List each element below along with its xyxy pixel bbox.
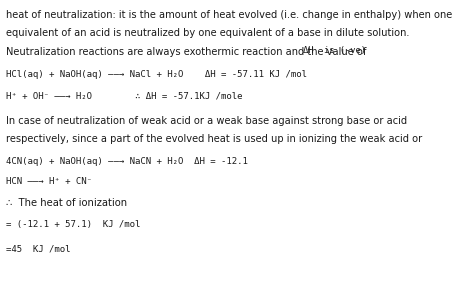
Text: HCN ——→ H⁺ + CN⁻: HCN ——→ H⁺ + CN⁻ (6, 177, 91, 186)
Text: =45  KJ /mol: =45 KJ /mol (6, 244, 70, 253)
Text: In case of neutralization of weak acid or a weak base against strong base or aci: In case of neutralization of weak acid o… (6, 116, 407, 126)
Text: ∴  The heat of ionization: ∴ The heat of ionization (6, 198, 127, 208)
Text: respectively, since a part of the evolved heat is used up in ionizing the weak a: respectively, since a part of the evolve… (6, 134, 422, 144)
Text: equivalent of an acid is neutralized by one equivalent of a base in dilute solut: equivalent of an acid is neutralized by … (6, 28, 409, 38)
Text: = (-12.1 + 57.1)  KJ /mol: = (-12.1 + 57.1) KJ /mol (6, 220, 140, 230)
Text: Neutralization reactions are always exothermic reaction and the value of: Neutralization reactions are always exot… (6, 47, 366, 57)
Text: ΔH  is (-ve): ΔH is (-ve) (303, 46, 366, 55)
Text: HCl(aq) + NaOH(aq) ——→ NaCl + H₂O    ΔH = -57.11 KJ /mol: HCl(aq) + NaOH(aq) ——→ NaCl + H₂O ΔH = -… (6, 70, 307, 79)
Text: heat of neutralization: it is the amount of heat evolved (i.e. change in enthalp: heat of neutralization: it is the amount… (6, 10, 452, 20)
Text: 4CN(aq) + NaOH(aq) ——→ NaCN + H₂O  ΔH = -12.1: 4CN(aq) + NaOH(aq) ——→ NaCN + H₂O ΔH = -… (6, 157, 247, 166)
Text: H⁺ + OH⁻ ——→ H₂O        ∴ ΔH = -57.1KJ /mole: H⁺ + OH⁻ ——→ H₂O ∴ ΔH = -57.1KJ /mole (6, 91, 242, 101)
